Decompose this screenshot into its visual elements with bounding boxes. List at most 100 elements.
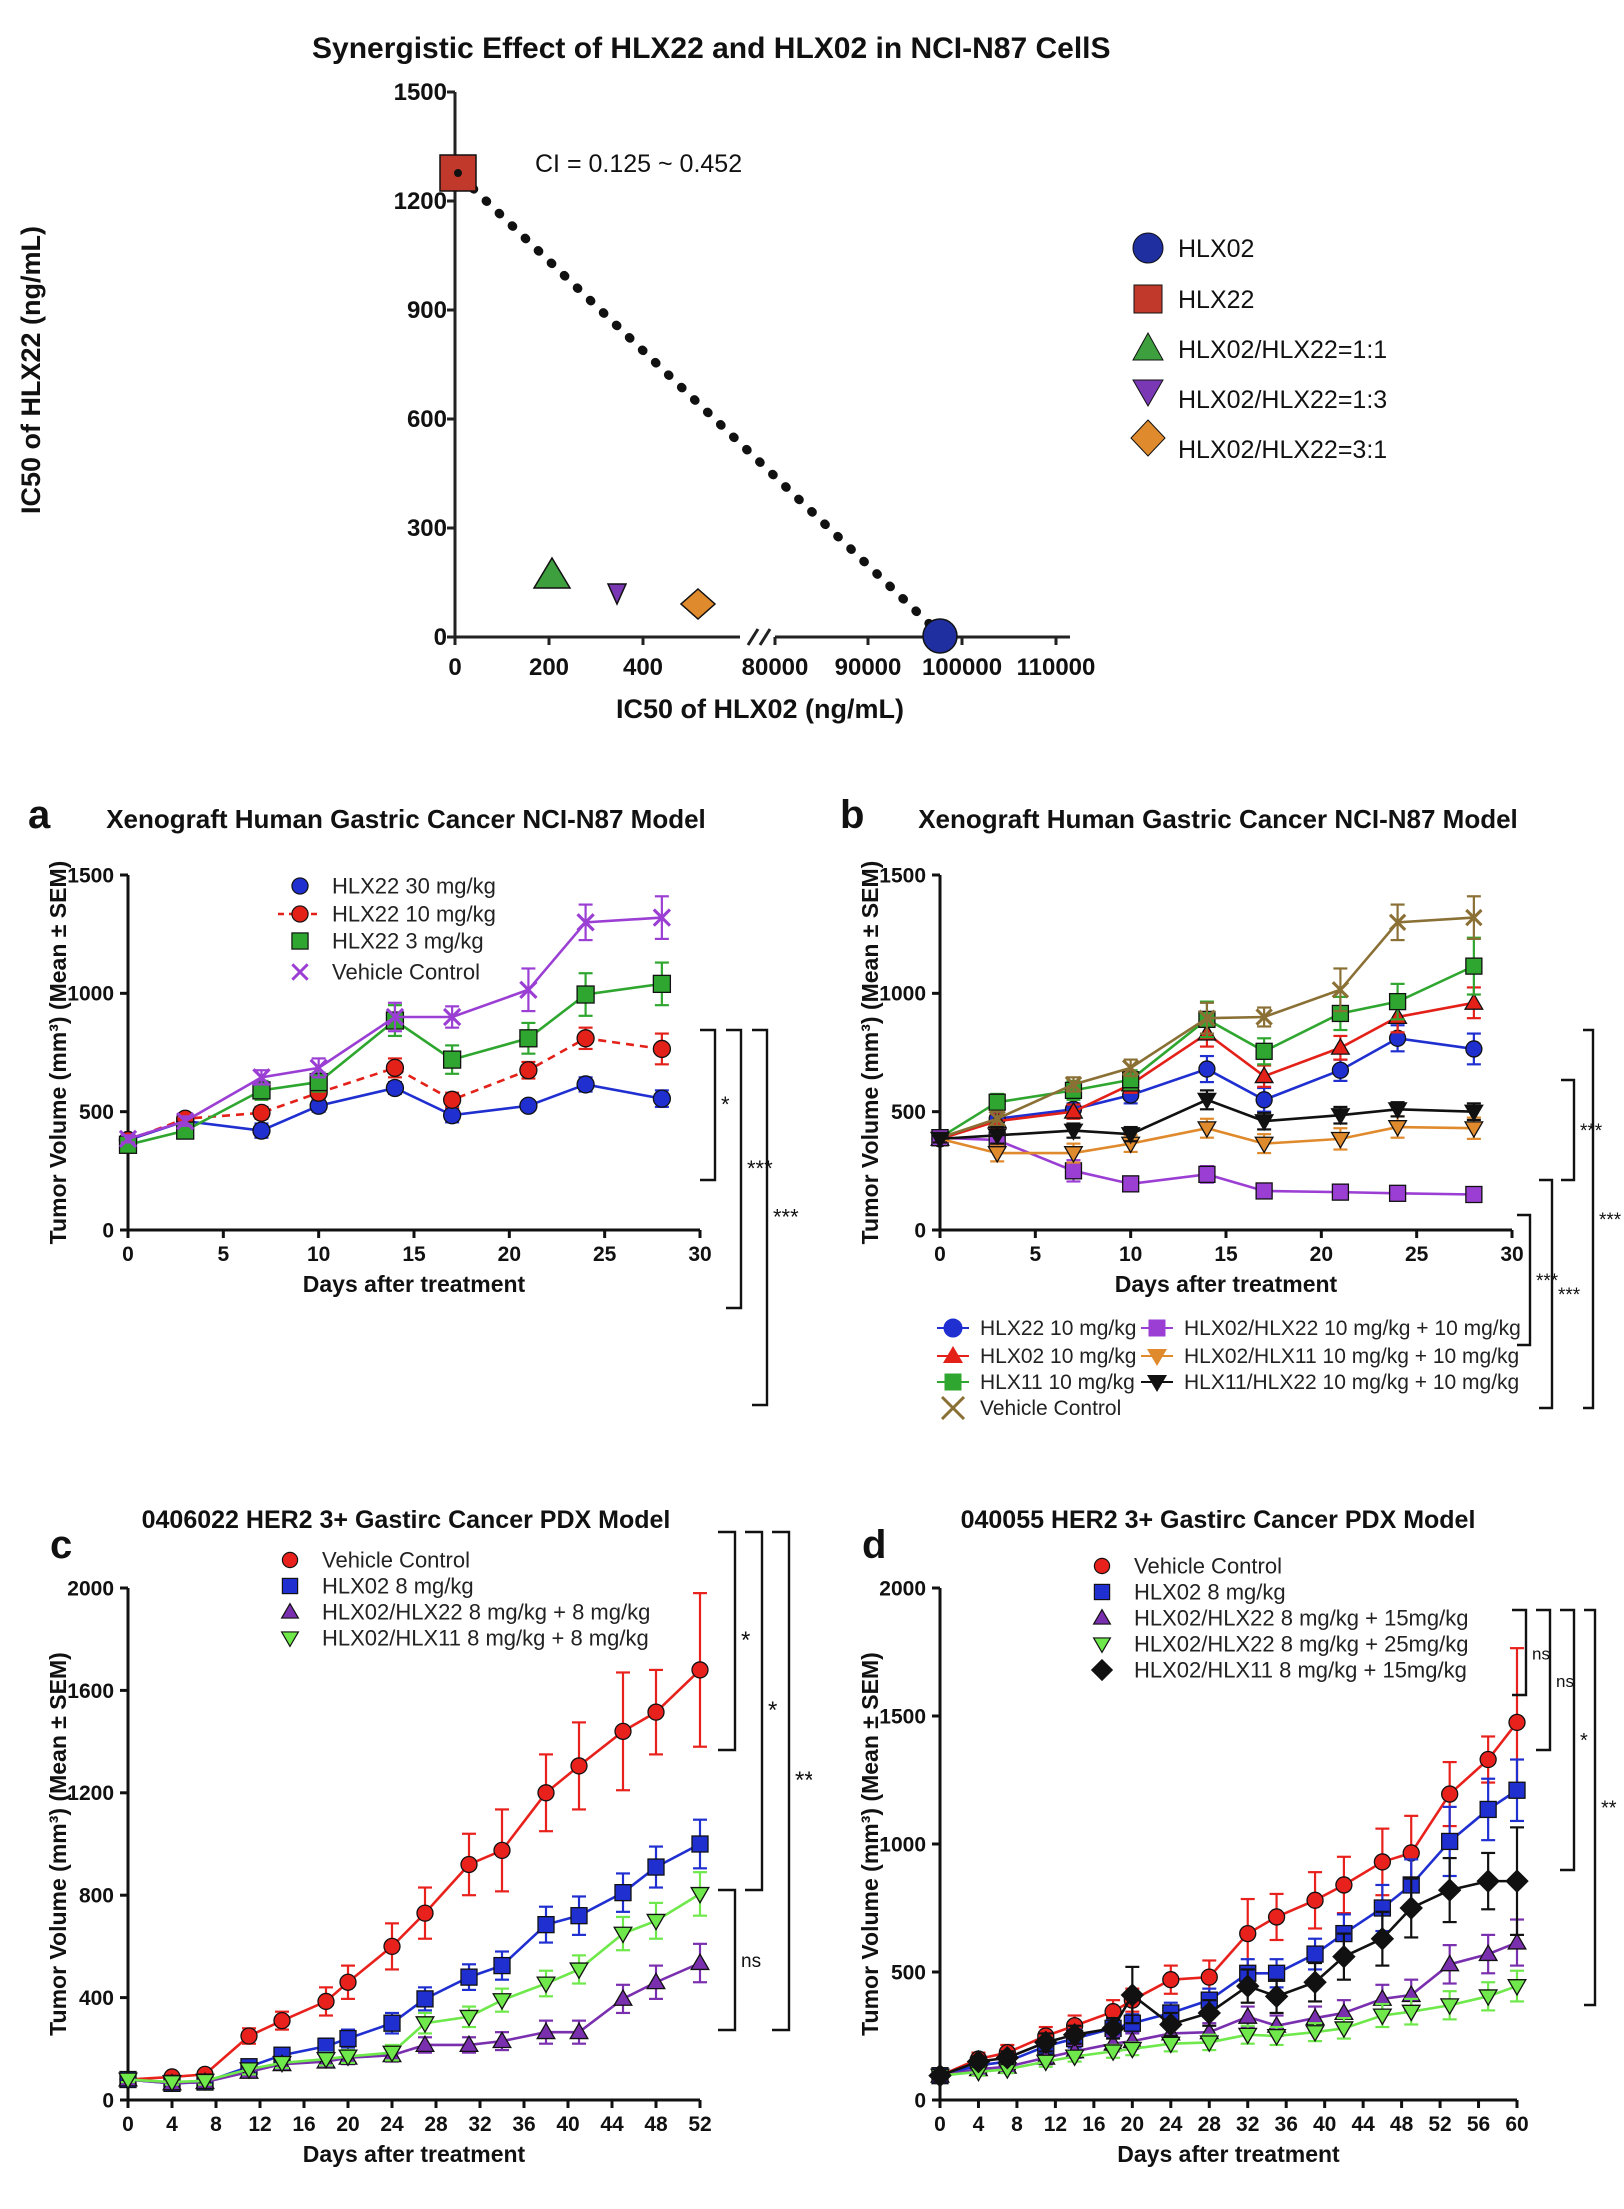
svg-text:HLX02/HLX22 10 mg/kg + 10 mg/k: HLX02/HLX22 10 mg/kg + 10 mg/kg xyxy=(1184,1317,1521,1340)
svg-text:1000: 1000 xyxy=(879,983,926,1006)
svg-text:Days after treatment: Days after treatment xyxy=(1117,2141,1340,2167)
svg-text:52: 52 xyxy=(688,2113,711,2136)
svg-text:32: 32 xyxy=(1236,2113,1259,2136)
svg-text:CI = 0.125 ~ 0.452: CI = 0.125 ~ 0.452 xyxy=(535,150,742,178)
svg-text:HLX22 30 mg/kg: HLX22 30 mg/kg xyxy=(332,873,496,898)
svg-text:HLX02/HLX11 8 mg/kg + 15mg/kg: HLX02/HLX11 8 mg/kg + 15mg/kg xyxy=(1134,1657,1467,1682)
svg-text:30: 30 xyxy=(688,1243,711,1266)
svg-text:0: 0 xyxy=(448,654,461,681)
svg-text:HLX22 10 mg/kg: HLX22 10 mg/kg xyxy=(980,1317,1136,1340)
svg-text:52: 52 xyxy=(1428,2113,1451,2136)
svg-text:Days after treatment: Days after treatment xyxy=(303,1271,526,1297)
svg-text:***: *** xyxy=(1580,1121,1603,1142)
svg-text:040055 HER2 3+ Gastirc Cancer: 040055 HER2 3+ Gastirc Cancer PDX Model xyxy=(961,1506,1476,1534)
svg-text:HLX22: HLX22 xyxy=(1178,286,1254,314)
svg-text:2000: 2000 xyxy=(67,1577,114,1600)
svg-text:***: *** xyxy=(1599,1210,1622,1231)
svg-text:Tumor Volume (mm³) (Mean ± SEM: Tumor Volume (mm³) (Mean ± SEM) xyxy=(857,861,883,1245)
svg-text:44: 44 xyxy=(1351,2113,1375,2136)
svg-text:IC50 of HLX22 (ng/mL): IC50 of HLX22 (ng/mL) xyxy=(16,226,46,514)
svg-text:4: 4 xyxy=(166,2113,178,2136)
svg-text:80000: 80000 xyxy=(742,654,809,681)
svg-text:10: 10 xyxy=(307,1243,330,1266)
svg-text:28: 28 xyxy=(1198,2113,1222,2136)
svg-text:***: *** xyxy=(773,1205,799,1230)
svg-text:Days after treatment: Days after treatment xyxy=(1115,1271,1338,1297)
svg-text:1000: 1000 xyxy=(879,1833,926,1856)
svg-text:90000: 90000 xyxy=(835,654,902,681)
svg-text:HLX02/HLX11 8 mg/kg + 8 mg/kg: HLX02/HLX11 8 mg/kg + 8 mg/kg xyxy=(322,1625,649,1650)
svg-text:HLX02/HLX22=1:3: HLX02/HLX22=1:3 xyxy=(1178,386,1387,414)
svg-text:HLX02/HLX22 8 mg/kg + 8 mg/kg: HLX02/HLX22 8 mg/kg + 8 mg/kg xyxy=(322,1599,650,1624)
svg-text:b: b xyxy=(840,793,864,837)
svg-text:1200: 1200 xyxy=(67,1782,114,1805)
svg-text:20: 20 xyxy=(1310,1243,1333,1266)
svg-text:*: * xyxy=(741,1627,750,1654)
svg-text:500: 500 xyxy=(79,1101,114,1124)
svg-text:40: 40 xyxy=(556,2113,579,2136)
svg-text:12: 12 xyxy=(1044,2113,1067,2136)
svg-text:0: 0 xyxy=(934,2113,946,2136)
svg-text:5: 5 xyxy=(217,1243,229,1266)
svg-text:8: 8 xyxy=(1011,2113,1023,2136)
svg-text:Tumor Volume (mm³) (Mean ± SEM: Tumor Volume (mm³) (Mean ± SEM) xyxy=(857,1652,883,2036)
svg-text:HLX02 8 mg/kg: HLX02 8 mg/kg xyxy=(1134,1579,1286,1604)
svg-text:Tumor Volume (mm³) (Mean ± SEM: Tumor Volume (mm³) (Mean ± SEM) xyxy=(45,861,71,1245)
svg-text:110000: 110000 xyxy=(1017,654,1096,681)
svg-text:0: 0 xyxy=(102,1219,114,1242)
svg-text:HLX22 3 mg/kg: HLX22 3 mg/kg xyxy=(332,928,484,953)
svg-text:HLX02/HLX22 8 mg/kg + 15mg/kg: HLX02/HLX22 8 mg/kg + 15mg/kg xyxy=(1134,1605,1468,1630)
svg-text:c: c xyxy=(50,1523,72,1567)
svg-text:HLX02: HLX02 xyxy=(1178,235,1254,263)
svg-text:Vehicle Control: Vehicle Control xyxy=(1134,1553,1282,1578)
svg-text:36: 36 xyxy=(1275,2113,1298,2136)
svg-text:HLX02/HLX22=1:1: HLX02/HLX22=1:1 xyxy=(1178,336,1387,364)
svg-text:HLX11 10 mg/kg: HLX11 10 mg/kg xyxy=(980,1371,1135,1394)
svg-text:ns: ns xyxy=(741,1951,761,1972)
svg-text:24: 24 xyxy=(380,2113,404,2136)
svg-text:100000: 100000 xyxy=(922,654,1002,681)
svg-text:10: 10 xyxy=(1119,1243,1142,1266)
svg-text:0: 0 xyxy=(102,2089,114,2112)
svg-text:HLX02/HLX11 10 mg/kg + 10 mg/k: HLX02/HLX11 10 mg/kg + 10 mg/kg xyxy=(1184,1345,1519,1368)
svg-text:**: ** xyxy=(795,1767,812,1794)
svg-text:ns: ns xyxy=(1556,1672,1574,1691)
svg-text:56: 56 xyxy=(1467,2113,1490,2136)
svg-text:900: 900 xyxy=(407,297,447,324)
svg-text:0: 0 xyxy=(914,1219,926,1242)
svg-text:**: ** xyxy=(1601,1798,1617,1820)
svg-text:44: 44 xyxy=(600,2113,624,2136)
svg-text:0: 0 xyxy=(434,624,447,651)
svg-text:25: 25 xyxy=(1405,1243,1429,1266)
svg-text:Tumor Volume (mm³) (Mean ± SEM: Tumor Volume (mm³) (Mean ± SEM) xyxy=(45,1652,71,2036)
svg-text:48: 48 xyxy=(644,2113,668,2136)
svg-text:16: 16 xyxy=(1082,2113,1105,2136)
svg-text:*: * xyxy=(768,1697,777,1724)
svg-text:8: 8 xyxy=(210,2113,222,2136)
svg-text:15: 15 xyxy=(402,1243,426,1266)
svg-text:20: 20 xyxy=(498,1243,521,1266)
svg-text:0: 0 xyxy=(122,2113,134,2136)
svg-text:16: 16 xyxy=(292,2113,315,2136)
svg-text:25: 25 xyxy=(593,1243,617,1266)
svg-text:HLX22 10 mg/kg: HLX22 10 mg/kg xyxy=(332,901,496,926)
svg-text:20: 20 xyxy=(336,2113,359,2136)
svg-text:HLX02 8 mg/kg: HLX02 8 mg/kg xyxy=(322,1573,474,1598)
svg-text:20: 20 xyxy=(1121,2113,1144,2136)
svg-text:HLX02/HLX22=3:1: HLX02/HLX22=3:1 xyxy=(1178,436,1387,464)
svg-text:Vehicle Control: Vehicle Control xyxy=(322,1547,470,1572)
svg-text:1500: 1500 xyxy=(879,1705,926,1728)
svg-text:40: 40 xyxy=(1313,2113,1336,2136)
svg-text:d: d xyxy=(862,1523,886,1567)
svg-text:30: 30 xyxy=(1500,1243,1523,1266)
svg-text:***: *** xyxy=(747,1156,773,1181)
svg-text:500: 500 xyxy=(891,1961,926,1984)
svg-text:Vehicle Control: Vehicle Control xyxy=(980,1397,1121,1420)
svg-text:24: 24 xyxy=(1159,2113,1183,2136)
svg-text:200: 200 xyxy=(529,654,569,681)
svg-text:*: * xyxy=(721,1092,730,1117)
svg-text:0406022 HER2 3+ Gastirc Cancer: 0406022 HER2 3+ Gastirc Cancer PDX Model xyxy=(142,1506,671,1534)
svg-text:0: 0 xyxy=(934,1243,946,1266)
svg-text:Days after treatment: Days after treatment xyxy=(303,2141,526,2167)
svg-text:Xenograft Human Gastric Cancer: Xenograft Human Gastric Cancer NCI-N87 M… xyxy=(918,804,1518,834)
